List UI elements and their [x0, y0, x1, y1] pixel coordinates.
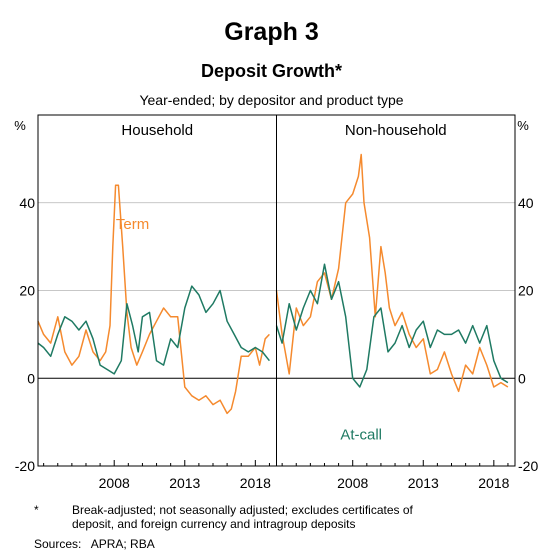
series-line-atcall-household: [37, 285, 270, 375]
chart-description: Year-ended; by depositor and product typ…: [139, 92, 403, 108]
y-unit-left: %: [14, 118, 26, 133]
chart: Graph 3 Deposit Growth* Year-ended; by d…: [14, 18, 538, 491]
x-tick-label: 2008: [99, 475, 130, 491]
series-label-atcall: At-call: [340, 427, 382, 444]
series-line-term-household: [37, 184, 270, 415]
chart-title: Graph 3: [224, 18, 318, 46]
y-tick-label-right: 40: [518, 195, 534, 211]
footnote-line-2: deposit, and foreign currency and intrag…: [72, 517, 356, 531]
x-tick-label: 2018: [240, 475, 271, 491]
y-tick-label-right: 20: [518, 283, 534, 299]
y-tick-label-left: -20: [15, 458, 35, 474]
y-unit-right: %: [517, 118, 529, 133]
sources: Sources: APRA; RBA: [34, 537, 155, 551]
x-tick-label: 2018: [478, 475, 509, 491]
series-line-term-nonhousehold: [275, 153, 509, 393]
y-tick-label-right: 0: [518, 370, 526, 386]
x-tick-label: 2013: [408, 475, 439, 491]
x-tick-label: 2013: [169, 475, 200, 491]
plot-area: -20 -20 0 0 20 20 40 40 2008 2013 2018 Household Ter…: [15, 114, 538, 491]
x-tick-label: 2008: [337, 475, 368, 491]
y-tick-label-left: 40: [19, 195, 35, 211]
y-tick-label-left: 20: [19, 283, 35, 299]
panel-title-household: Household: [121, 122, 193, 139]
series-line-atcall-nonhousehold: [275, 263, 509, 388]
y-tick-label-left: 0: [27, 370, 35, 386]
y-tick-label-right: -20: [518, 458, 538, 474]
panel-title-non-household: Non-household: [345, 122, 447, 139]
footnote-line-1: Break-adjusted; not seasonally adjusted;…: [72, 503, 413, 517]
chart-subtitle: Deposit Growth*: [201, 61, 342, 81]
footnote-marker: *: [34, 503, 39, 517]
series-label-term: Term: [116, 216, 149, 233]
